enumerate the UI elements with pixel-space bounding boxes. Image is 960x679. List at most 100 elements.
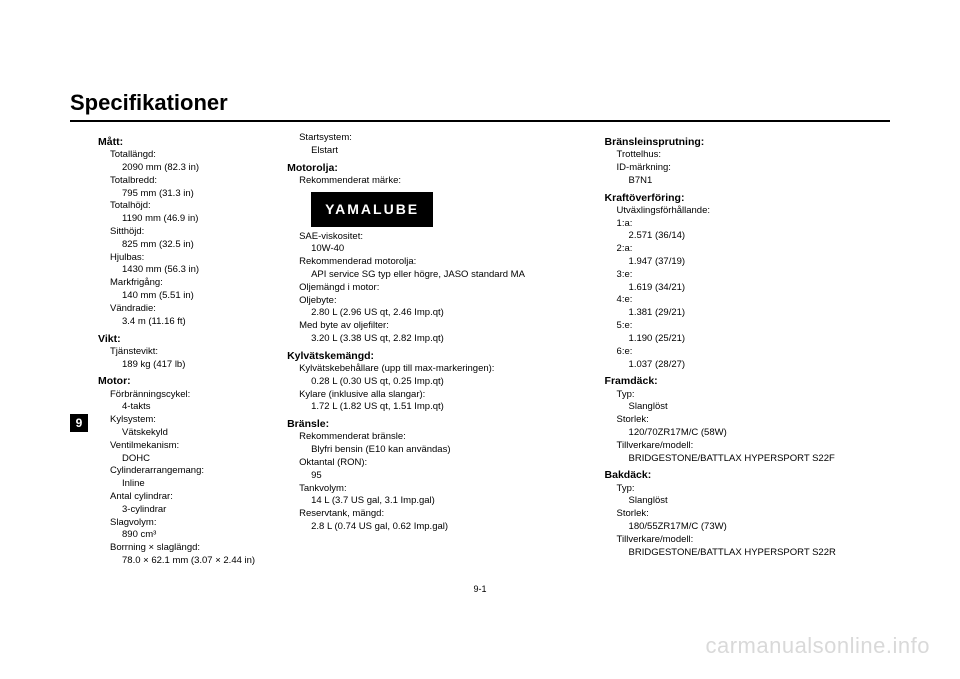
motor-item-key: Borrning × slaglängd: xyxy=(98,542,255,555)
matt-items: Totallängd:2090 mm (82.3 in)Totalbredd:7… xyxy=(98,149,255,328)
kylvatska-item-value: 0.28 L (0.30 US qt, 0.25 Imp.qt) xyxy=(287,376,572,389)
column-1: Mått: Totallängd:2090 mm (82.3 in)Totalb… xyxy=(98,132,255,568)
matt-item-key: Totallängd: xyxy=(98,149,255,162)
utvaxling-item-value: 1.381 (29/21) xyxy=(605,307,890,320)
matt-item-key: Totalbredd: xyxy=(98,175,255,188)
matt-item-value: 3.4 m (11.16 ft) xyxy=(98,316,255,329)
startsystem-key: Startsystem: xyxy=(287,132,572,145)
column-3: Bränsleinsprutning: Trottelhus: ID-märkn… xyxy=(605,132,890,568)
bakdack-item-key: Storlek: xyxy=(605,508,890,521)
matt-item-value: 825 mm (32.5 in) xyxy=(98,239,255,252)
bakdack-items: Typ:SlanglöstStorlek:180/55ZR17M/C (73W)… xyxy=(605,483,890,560)
oljemangd-key: Oljemängd i motor: xyxy=(287,282,572,295)
watermark: carmanualsonline.info xyxy=(705,633,930,659)
oljemangd-item-value: 2.80 L (2.96 US qt, 2.46 Imp.qt) xyxy=(287,307,572,320)
motor-item-value: 4-takts xyxy=(98,401,255,414)
oljemangd-sub: Oljebyte:2.80 L (2.96 US qt, 2.46 Imp.qt… xyxy=(287,295,572,346)
section-number: 9 xyxy=(70,414,88,432)
heading-vikt: Vikt: xyxy=(98,332,255,346)
bransle-item-value: 95 xyxy=(287,470,572,483)
bransle-item-value: 14 L (3.7 US gal, 3.1 Imp.gal) xyxy=(287,495,572,508)
motorolja-item-value: API service SG typ eller högre, JASO sta… xyxy=(287,269,572,282)
motor-item-key: Cylinderarrangemang: xyxy=(98,465,255,478)
trottel-item-key: ID-märkning: xyxy=(605,162,890,175)
motorolja-item-key: SAE-viskositet: xyxy=(287,231,572,244)
page: Specifikationer 9 Mått: Totallängd:2090 … xyxy=(0,0,960,679)
page-number: 9-1 xyxy=(70,584,890,594)
matt-item-key: Totalhöjd: xyxy=(98,200,255,213)
bransle-items: Rekommenderat bränsle:Blyfri bensin (E10… xyxy=(287,431,572,534)
matt-item-key: Vändradie: xyxy=(98,303,255,316)
motor-item-value: 78.0 × 62.1 mm (3.07 × 2.44 in) xyxy=(98,555,255,568)
motorolja-item-key: Rekommenderad motorolja: xyxy=(287,256,572,269)
bransle-item-value: Blyfri bensin (E10 kan användas) xyxy=(287,444,572,457)
utvaxling-item-key: 3:e: xyxy=(605,269,890,282)
matt-item-value: 795 mm (31.3 in) xyxy=(98,188,255,201)
motorolja-item-value: 10W-40 xyxy=(287,243,572,256)
trottel-item-value: B7N1 xyxy=(605,175,890,188)
bransle-item-value: 2.8 L (0.74 US gal, 0.62 Imp.gal) xyxy=(287,521,572,534)
heading-bakdack: Bakdäck: xyxy=(605,468,890,482)
utvaxling-item-key: 2:a: xyxy=(605,243,890,256)
motor-item-key: Kylsystem: xyxy=(98,414,255,427)
matt-item-value: 1190 mm (46.9 in) xyxy=(98,213,255,226)
framdack-item-key: Typ: xyxy=(605,389,890,402)
heading-framdack: Framdäck: xyxy=(605,374,890,388)
yamalube-logo: YAMALUBE xyxy=(311,192,433,227)
bakdack-item-key: Typ: xyxy=(605,483,890,496)
framdack-item-value: BRIDGESTONE/BATTLAX HYPERSPORT S22F xyxy=(605,453,890,466)
utvaxling-item-value: 1.190 (25/21) xyxy=(605,333,890,346)
rek-marke: Rekommenderat märke: xyxy=(287,175,572,188)
bransle-item-key: Tankvolym: xyxy=(287,483,572,496)
columns: 9 Mått: Totallängd:2090 mm (82.3 in)Tota… xyxy=(70,132,890,568)
matt-item-key: Hjulbas: xyxy=(98,252,255,265)
bakdack-item-value: 180/55ZR17M/C (73W) xyxy=(605,521,890,534)
matt-item-value: 140 mm (5.51 in) xyxy=(98,290,255,303)
utvaxling-item-value: 1.037 (28/27) xyxy=(605,359,890,372)
kylvatska-item-key: Kylare (inklusive alla slangar): xyxy=(287,389,572,402)
utvaxling-item-key: 6:e: xyxy=(605,346,890,359)
bransle-item-key: Oktantal (RON): xyxy=(287,457,572,470)
motor-item-key: Slagvolym: xyxy=(98,517,255,530)
page-title: Specifikationer xyxy=(70,90,890,122)
framdack-item-value: 120/70ZR17M/C (58W) xyxy=(605,427,890,440)
utvaxling-item-key: 5:e: xyxy=(605,320,890,333)
column-2: Startsystem: Elstart Motorolja: Rekommen… xyxy=(287,132,572,568)
motorolja-items: SAE-viskositet:10W-40Rekommenderad motor… xyxy=(287,231,572,282)
kylvatska-items: Kylvätskebehållare (upp till max-markeri… xyxy=(287,363,572,414)
motor-items: Förbränningscykel:4-taktsKylsystem:Vätsk… xyxy=(98,389,255,568)
column-1-wrap: 9 Mått: Totallängd:2090 mm (82.3 in)Tota… xyxy=(70,132,255,568)
vikt-item-key: Tjänstevikt: xyxy=(98,346,255,359)
utvaxling-sub: 1:a:2.571 (36/14)2:a:1.947 (37/19)3:e:1.… xyxy=(605,218,890,372)
vikt-item-value: 189 kg (417 lb) xyxy=(98,359,255,372)
utvaxling-key: Utväxlingsförhållande: xyxy=(605,205,890,218)
vikt-items: Tjänstevikt:189 kg (417 lb) xyxy=(98,346,255,372)
heading-motor: Motor: xyxy=(98,374,255,388)
heading-matt: Mått: xyxy=(98,135,255,149)
motor-item-value: 3-cylindrar xyxy=(98,504,255,517)
framdack-item-value: Slanglöst xyxy=(605,401,890,414)
matt-item-value: 1430 mm (56.3 in) xyxy=(98,264,255,277)
utvaxling-item-value: 1.947 (37/19) xyxy=(605,256,890,269)
trottel-key: Trottelhus: xyxy=(605,149,890,162)
oljemangd-item-value: 3.20 L (3.38 US qt, 2.82 Imp.qt) xyxy=(287,333,572,346)
bakdack-item-value: Slanglöst xyxy=(605,495,890,508)
oljemangd-item-key: Med byte av oljefilter: xyxy=(287,320,572,333)
motor-item-value: Vätskekyld xyxy=(98,427,255,440)
heading-motorolja: Motorolja: xyxy=(287,161,572,175)
motor-item-value: 890 cm³ xyxy=(98,529,255,542)
framdack-items: Typ:SlanglöstStorlek:120/70ZR17M/C (58W)… xyxy=(605,389,890,466)
matt-item-key: Markfrigång: xyxy=(98,277,255,290)
motor-item-key: Ventilmekanism: xyxy=(98,440,255,453)
bakdack-item-value: BRIDGESTONE/BATTLAX HYPERSPORT S22R xyxy=(605,547,890,560)
kylvatska-item-value: 1.72 L (1.82 US qt, 1.51 Imp.qt) xyxy=(287,401,572,414)
utvaxling-item-key: 1:a: xyxy=(605,218,890,231)
matt-item-value: 2090 mm (82.3 in) xyxy=(98,162,255,175)
utvaxling-item-key: 4:e: xyxy=(605,294,890,307)
bakdack-item-key: Tillverkare/modell: xyxy=(605,534,890,547)
kylvatska-item-key: Kylvätskebehållare (upp till max-markeri… xyxy=(287,363,572,376)
motor-item-value: DOHC xyxy=(98,453,255,466)
bransle-item-key: Reservtank, mängd: xyxy=(287,508,572,521)
utvaxling-item-value: 1.619 (34/21) xyxy=(605,282,890,295)
motor-item-key: Antal cylindrar: xyxy=(98,491,255,504)
